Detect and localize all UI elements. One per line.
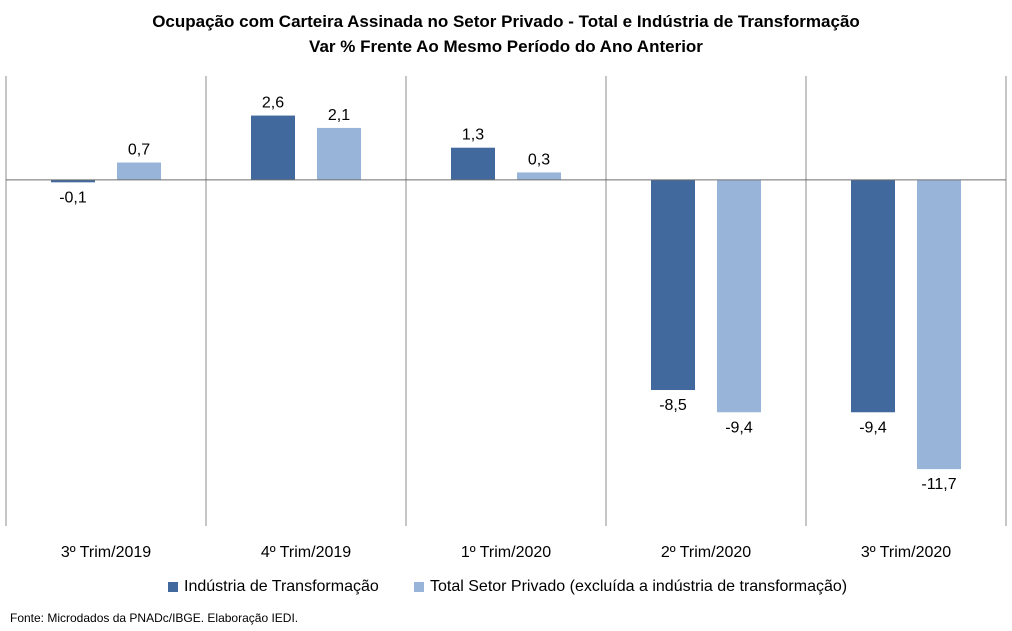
bar-total bbox=[517, 172, 561, 180]
bar-industria bbox=[851, 179, 895, 413]
data-label: 0,7 bbox=[128, 142, 150, 159]
legend-label-total: Total Setor Privado (excluída a indústri… bbox=[430, 578, 848, 595]
data-label: 2,1 bbox=[328, 107, 350, 124]
data-label: 2,6 bbox=[262, 95, 284, 112]
legend-swatch-total bbox=[414, 582, 424, 592]
source-note: Fonte: Microdados da PNADc/IBGE. Elabora… bbox=[10, 611, 299, 625]
bar-industria bbox=[251, 115, 295, 180]
legend-item-industria: Indústria de Transformação bbox=[168, 578, 379, 596]
x-tick-label: 4º Trim/2019 bbox=[261, 544, 351, 561]
bar-total bbox=[317, 127, 361, 180]
bar-chart: -0,1 0,7 3º Trim/2019 2,6 2,1 4º Trim/2019 1,3… bbox=[5, 76, 1007, 561]
x-tick-label: 1º Trim/2020 bbox=[461, 544, 551, 561]
data-label: -9,4 bbox=[859, 419, 887, 436]
data-label: 1,3 bbox=[462, 127, 484, 144]
data-label: -8,5 bbox=[659, 397, 687, 414]
legend-swatch-industria bbox=[168, 582, 178, 592]
x-tick-label: 3º Trim/2019 bbox=[61, 544, 151, 561]
data-label: 0,3 bbox=[528, 151, 550, 168]
bar-industria bbox=[451, 147, 495, 180]
legend-item-total: Total Setor Privado (excluída a indústri… bbox=[414, 578, 847, 596]
data-label: -11,7 bbox=[921, 476, 956, 493]
data-label: -9,4 bbox=[725, 419, 753, 436]
bar-total bbox=[717, 179, 761, 413]
chart-title: Ocupação com Carteira Assinada no Setor … bbox=[152, 12, 860, 31]
legend: Indústria de Transformação Total Setor P… bbox=[0, 578, 1012, 598]
legend-label-industria: Indústria de Transformação bbox=[184, 578, 379, 595]
x-tick-label: 3º Trim/2020 bbox=[861, 544, 951, 561]
chart-subtitle: Var % Frente Ao Mesmo Período do Ano Ant… bbox=[309, 37, 703, 56]
data-label: -0,1 bbox=[59, 189, 87, 206]
bar-industria bbox=[651, 179, 695, 391]
bar-total bbox=[117, 162, 161, 180]
bar-total bbox=[917, 179, 961, 470]
x-tick-label: 2º Trim/2020 bbox=[661, 544, 751, 561]
bar-industria bbox=[51, 179, 95, 183]
